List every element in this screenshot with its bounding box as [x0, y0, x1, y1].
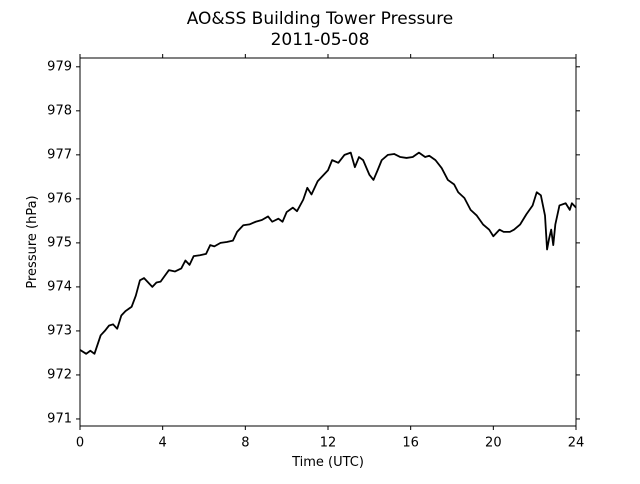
x-axis-label: Time (UTC) [291, 455, 364, 470]
y-tick-label: 976 [47, 191, 72, 206]
x-tick-label: 16 [402, 436, 419, 451]
y-tick-label: 978 [47, 103, 72, 118]
y-tick-label: 973 [47, 323, 72, 338]
chart-subtitle: 2011-05-08 [271, 30, 370, 50]
data-line [79, 151, 577, 355]
x-tick-label: 24 [568, 436, 585, 451]
y-axis-label: Pressure (hPa) [25, 195, 40, 288]
chart-title: AO&SS Building Tower Pressure [187, 9, 454, 29]
y-tick-label: 972 [47, 367, 72, 382]
x-tick-label: 0 [76, 436, 84, 451]
y-tick-label: 975 [47, 235, 72, 250]
y-tick-label: 974 [47, 279, 72, 294]
x-tick-label: 4 [159, 436, 167, 451]
y-tick-label: 977 [47, 147, 72, 162]
y-tick-label: 979 [47, 59, 72, 74]
x-tick-label: 12 [320, 436, 337, 451]
x-tick-label: 20 [485, 436, 502, 451]
x-tick-label: 8 [241, 436, 249, 451]
y-tick-label: 971 [47, 411, 72, 426]
